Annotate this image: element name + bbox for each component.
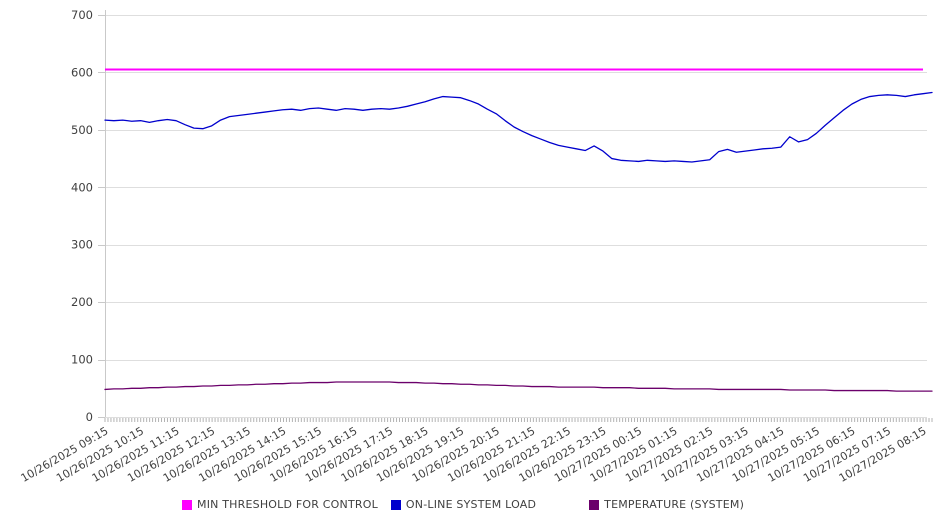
legend-swatch-temperature xyxy=(589,499,600,510)
legend-label-temperature: TEMPERATURE (SYSTEM) xyxy=(604,498,745,511)
y-axis-label: 400 xyxy=(71,180,93,194)
legend-item-system-load[interactable]: ON-LINE SYSTEM LOAD xyxy=(390,498,537,511)
legend-label-min-threshold: MIN THRESHOLD FOR CONTROL xyxy=(197,498,378,511)
legend-swatch-system-load xyxy=(390,499,401,510)
legend-item-temperature[interactable]: TEMPERATURE (SYSTEM) xyxy=(589,498,744,511)
y-axis-label: 100 xyxy=(71,353,93,367)
y-axis-label: 0 xyxy=(86,410,93,424)
legend-item-min-threshold[interactable]: MIN THRESHOLD FOR CONTROL xyxy=(182,498,378,511)
chart-legend: MIN THRESHOLD FOR CONTROL ON-LINE SYSTEM… xyxy=(182,498,744,511)
series-line-on-line-system-load xyxy=(104,91,933,163)
y-axis-label: 500 xyxy=(71,123,93,137)
y-axis-label: 600 xyxy=(71,65,93,79)
y-axis-label: 200 xyxy=(71,295,93,309)
y-axis-label: 700 xyxy=(71,8,93,22)
legend-swatch-min-threshold xyxy=(182,499,192,510)
y-axis-label: 300 xyxy=(71,238,93,252)
series-line-temperature-system xyxy=(104,381,933,392)
legend-label-system-load: ON-LINE SYSTEM LOAD xyxy=(405,498,537,511)
